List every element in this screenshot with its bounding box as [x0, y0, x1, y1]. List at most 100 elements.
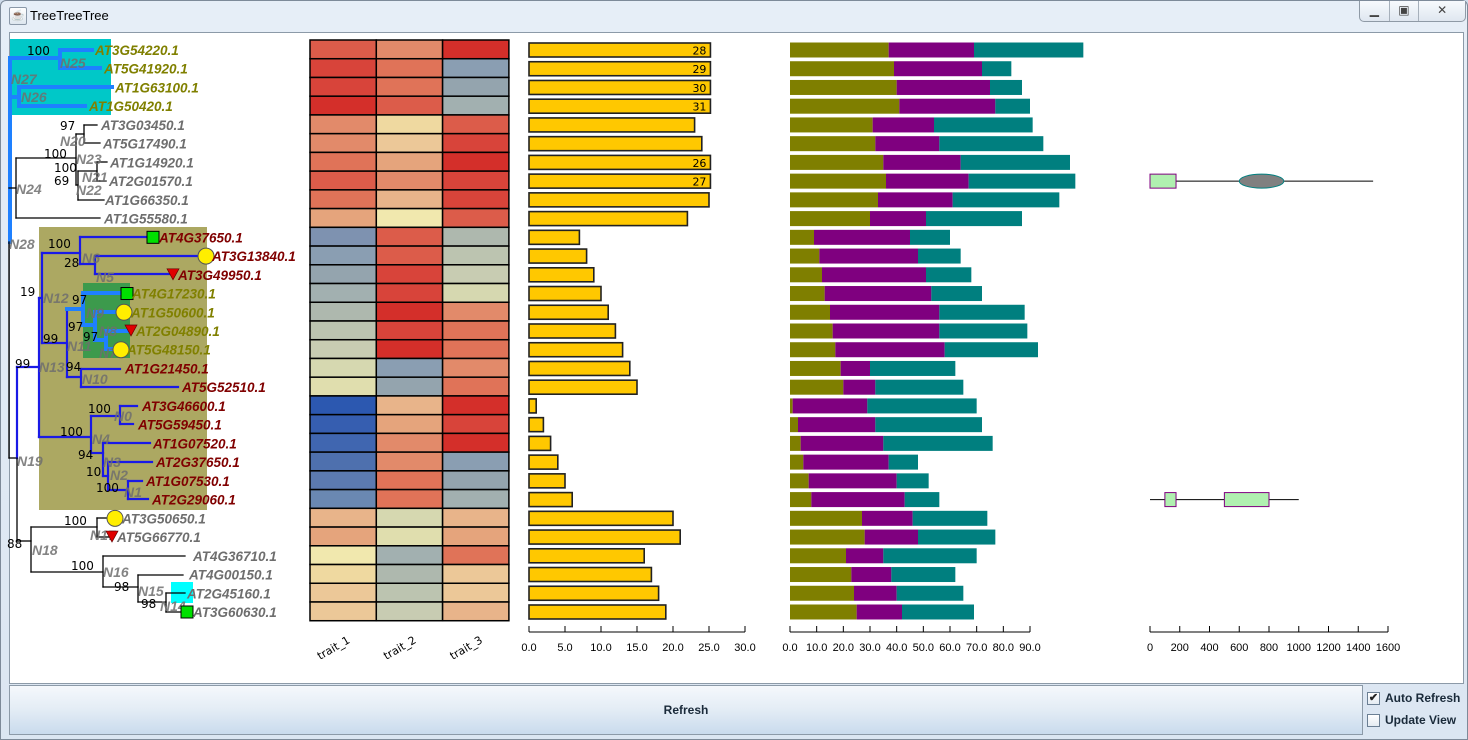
heatmap-cell	[441, 563, 510, 585]
heatmap-cell	[441, 357, 510, 378]
stacked-bar-segment	[896, 473, 929, 489]
leaf-label: AT1G07520.1	[152, 436, 237, 451]
checkbox-checked-icon[interactable]: ✔	[1367, 691, 1380, 705]
close-button[interactable]: ✕	[1437, 3, 1448, 17]
stacked-bar-segment	[824, 286, 932, 302]
stacked-bar-segment	[910, 229, 950, 245]
stacked-bar-segment	[894, 61, 982, 77]
stacked-bar-segment	[790, 379, 844, 395]
node-label: N27	[11, 71, 38, 87]
domain-axis-tick-label: 800	[1260, 642, 1278, 654]
heatmap-cell	[375, 245, 444, 266]
bar-axis-tick-label: 30.0	[734, 642, 755, 654]
heatmap-cell	[375, 57, 444, 79]
update-view-checkbox[interactable]: Update View	[1364, 709, 1464, 731]
bar	[528, 192, 710, 208]
heatmap-cell	[309, 451, 378, 472]
node-label: N6	[82, 250, 100, 266]
title-bar[interactable]: ☕ TreeTreeTree ▁ ▣ ✕	[1, 1, 1467, 31]
node-label: N19	[17, 453, 43, 469]
stacked-bar-segment	[790, 98, 900, 114]
heatmap-cell	[375, 95, 444, 116]
heatmap-cell	[441, 413, 510, 435]
stacked-axis-tick-label: 20.0	[833, 642, 854, 654]
stacked-bar-segment	[990, 79, 1022, 95]
heatmap-cell	[375, 582, 444, 603]
heatmap-cell	[309, 57, 378, 79]
stacked-bar-segment	[790, 79, 897, 95]
refresh-button[interactable]: Refresh	[9, 685, 1363, 735]
leaf-label: AT5G59450.1	[137, 418, 222, 433]
heatmap-cell	[441, 470, 510, 491]
stacked-bar-segment	[944, 342, 1038, 358]
heatmap-cell	[309, 488, 378, 510]
node-label: N4	[92, 431, 110, 447]
bootstrap-value: 97	[83, 330, 98, 344]
heatmap-cell	[309, 338, 378, 360]
stacked-axis-tick-label: 10.0	[806, 642, 827, 654]
domain-ellipse	[1238, 173, 1285, 189]
node-label: N9	[86, 305, 104, 321]
heatmap-cell	[375, 226, 444, 247]
maximize-button[interactable]: ▣	[1390, 1, 1420, 21]
heatmap-cell	[441, 320, 510, 341]
stacked-bar-segment	[790, 417, 798, 433]
auto-refresh-checkbox[interactable]: ✔ Auto Refresh	[1364, 687, 1464, 709]
stacked-bar-segment	[934, 117, 1033, 133]
node-label: N25	[60, 55, 86, 71]
checkbox-unchecked-icon[interactable]	[1367, 713, 1380, 727]
stacked-bar-segment	[790, 117, 873, 133]
stacked-axis-tick-label: 60.0	[939, 642, 960, 654]
node-label: N0	[114, 408, 132, 424]
domain-rect	[1164, 492, 1177, 508]
node-label: N21	[82, 169, 108, 185]
node-label: N10	[82, 371, 108, 387]
stacked-bar-segment	[939, 304, 1025, 320]
stacked-bar-segment	[790, 454, 804, 470]
stacked-axis-tick-label: 30.0	[859, 642, 880, 654]
node-label: N3	[103, 454, 121, 470]
stacked-bar-segment	[918, 529, 996, 545]
heatmap-cell	[441, 376, 510, 397]
bar	[528, 285, 602, 302]
stacked-bar-segment	[896, 79, 990, 95]
heatmap-cell	[309, 601, 378, 622]
stacked-bar-segment	[968, 173, 1076, 189]
heatmap-cell	[441, 57, 510, 79]
leaf-label: AT4G36710.1	[192, 549, 277, 564]
bar	[528, 98, 712, 114]
stacked-bar-segment	[808, 473, 897, 489]
heatmap-cell	[309, 320, 378, 341]
node-label: N24	[16, 181, 42, 197]
heatmap-cell	[441, 170, 510, 191]
leaf-label: AT2G29060.1	[151, 493, 236, 508]
stacked-bar-segment	[952, 192, 1060, 208]
stacked-axis-tick-label: 50.0	[913, 642, 934, 654]
bar	[528, 360, 631, 377]
bootstrap-value: 98	[141, 597, 156, 611]
node-label: N1	[124, 484, 142, 500]
heatmap-cell	[309, 151, 378, 172]
stacked-bar-segment	[790, 398, 793, 414]
bootstrap-value: 69	[54, 174, 69, 188]
stacked-bar-segment	[790, 304, 830, 320]
heatmap-cell	[441, 207, 510, 229]
node-label: N15	[138, 583, 164, 599]
domain-rect	[1223, 492, 1270, 508]
heatmap-cell	[441, 601, 510, 622]
heatmap-cell	[375, 376, 444, 397]
stacked-bar-segment	[926, 211, 1022, 227]
heatmap-cell	[441, 432, 510, 453]
node-label: N2	[110, 467, 128, 483]
heatmap-cell	[375, 507, 444, 528]
bar-axis-tick-label: 5.0	[557, 642, 572, 654]
bar	[528, 547, 645, 564]
stacked-bar-segment	[790, 342, 836, 358]
window-title: TreeTreeTree	[30, 8, 109, 23]
square-marker-icon	[120, 287, 134, 301]
stacked-bar-segment	[883, 548, 977, 564]
bar	[528, 585, 660, 602]
bar	[528, 604, 667, 620]
leaf-label: AT1G21450.1	[124, 361, 209, 376]
minimize-button[interactable]: ▁	[1360, 1, 1390, 21]
